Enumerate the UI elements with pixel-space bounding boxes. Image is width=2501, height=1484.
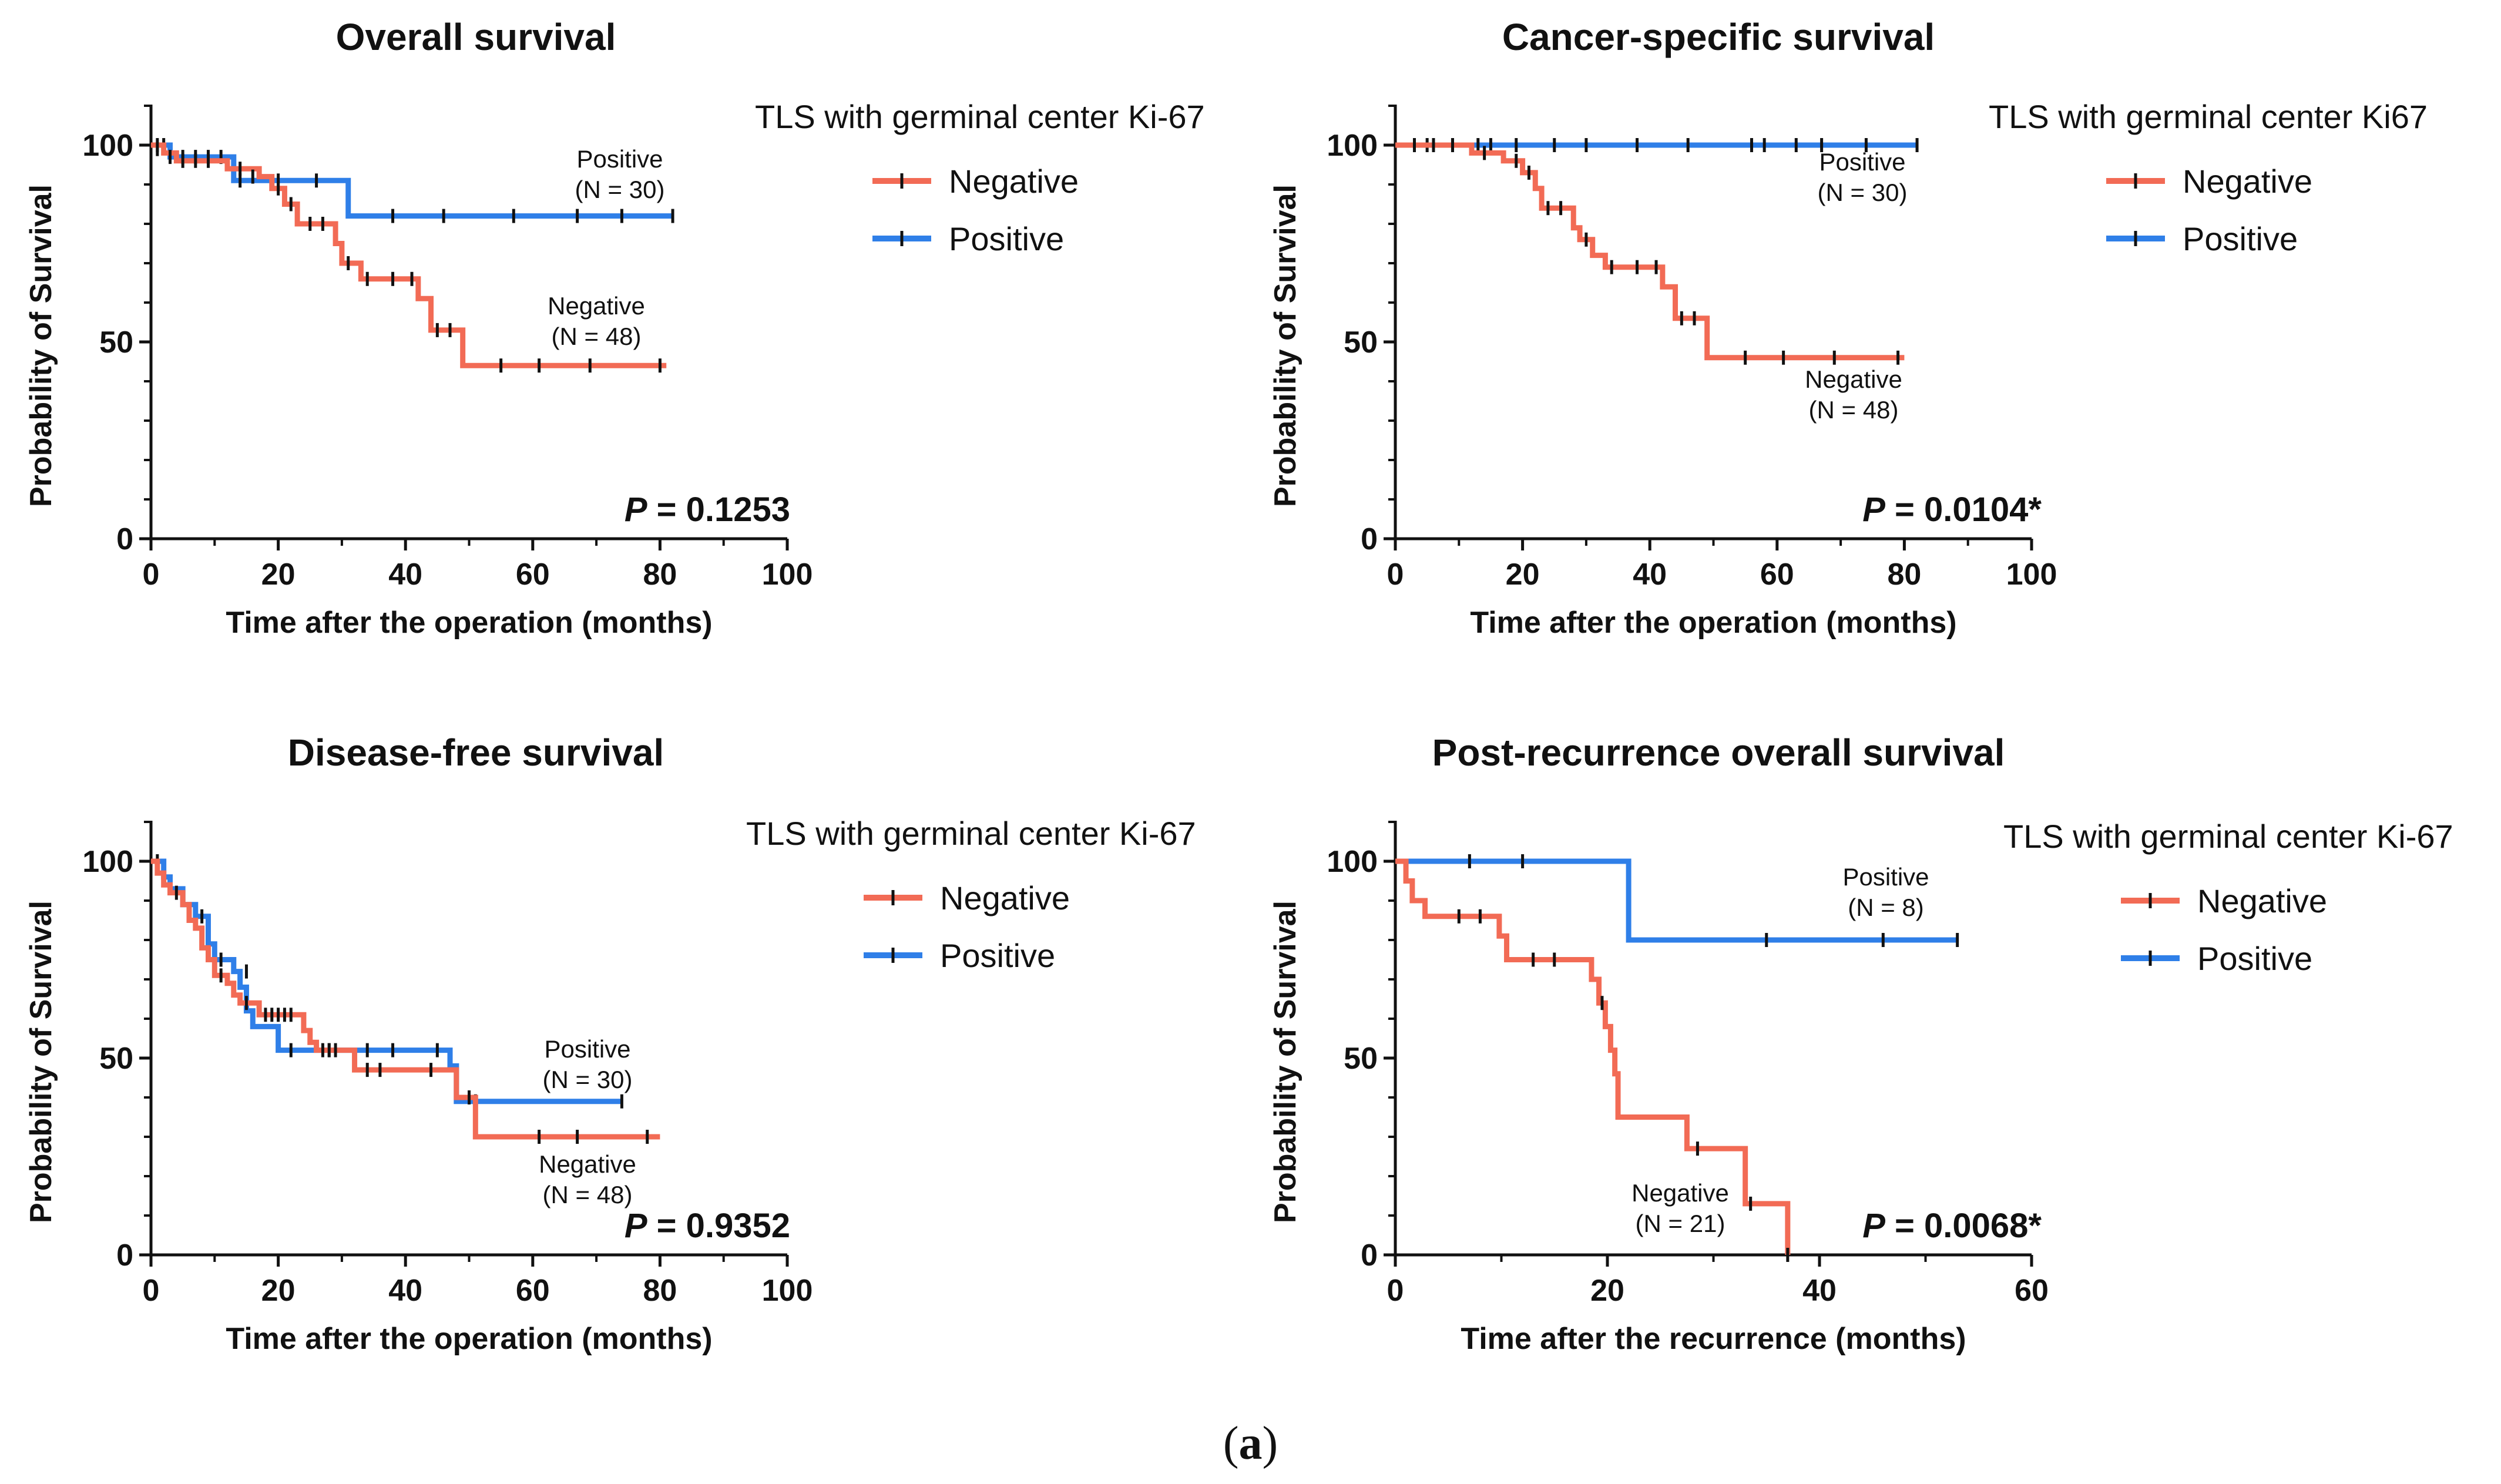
legend-label-positive: Positive — [2197, 940, 2312, 977]
x-tick-label: 100 — [762, 558, 813, 592]
series-line-negative — [1395, 858, 1791, 1255]
y-axis-label: Probability of Survival — [1268, 901, 1302, 1223]
p-value-number: = 0.1253 — [647, 491, 791, 529]
x-tick-label: 100 — [2006, 558, 2057, 592]
series-annotation-n-positive: (N = 30) — [1818, 179, 1908, 206]
legend-title: TLS with germinal center Ki-67 — [755, 98, 1205, 135]
x-tick-label: 80 — [643, 558, 677, 592]
x-tick-label: 60 — [516, 1274, 550, 1308]
series-line-negative — [151, 142, 667, 368]
legend-label-positive: Positive — [2183, 220, 2298, 257]
y-tick-label: 0 — [116, 1238, 133, 1273]
y-tick-label: 0 — [1361, 1238, 1378, 1273]
series-annotation-positive: Positive — [544, 1035, 630, 1063]
series-annotation-n-positive: (N = 8) — [1848, 894, 1924, 921]
x-tick-label: 0 — [143, 558, 160, 592]
x-tick-label: 40 — [388, 558, 422, 592]
p-value-number: = 0.0104* — [1885, 491, 2042, 529]
p-value-symbol: P — [625, 491, 647, 529]
y-tick-label: 100 — [1327, 845, 1378, 879]
x-axis-label: Time after the operation (months) — [1470, 606, 1956, 640]
p-value-symbol: P — [1862, 1207, 1885, 1245]
series-annotation-n-positive: (N = 30) — [575, 176, 665, 203]
p-value-number: = 0.9352 — [647, 1207, 791, 1245]
series-annotation-n-negative: (N = 48) — [552, 323, 642, 350]
series-line-negative — [151, 858, 660, 1140]
x-tick-label: 0 — [1387, 1274, 1404, 1308]
series-annotation-negative: Negative — [1805, 365, 1902, 393]
y-axis-label: Probability of Survival — [1268, 184, 1302, 507]
legend-title: TLS with germinal center Ki67 — [1989, 98, 2428, 135]
x-axis-label: Time after the recurrence (months) — [1461, 1322, 1966, 1356]
x-tick-label: 40 — [1802, 1274, 1837, 1308]
series-annotation-n-negative: (N = 48) — [543, 1181, 633, 1208]
chart-panel-1: Overall survival 0 20 40 60 80 100 0 50 100 Time a… — [24, 16, 1205, 640]
x-axis-label: Time after the operation (months) — [226, 606, 712, 640]
x-tick-label: 20 — [261, 1274, 296, 1308]
x-tick-label: 60 — [1760, 558, 1794, 592]
p-value-symbol: P — [1862, 491, 1885, 529]
x-tick-label: 40 — [388, 1274, 422, 1308]
legend-label-negative: Negative — [2197, 882, 2327, 919]
x-tick-label: 100 — [762, 1274, 813, 1308]
series-line-positive — [1395, 858, 1958, 943]
series-annotation-negative: Negative — [548, 292, 645, 320]
y-tick-label: 50 — [99, 325, 133, 360]
y-tick-label: 100 — [82, 129, 133, 163]
legend-label-negative: Negative — [940, 879, 1070, 916]
x-tick-label: 80 — [643, 1274, 677, 1308]
legend-label-negative: Negative — [2183, 163, 2312, 200]
series-annotation-positive: Positive — [576, 145, 663, 173]
y-tick-label: 100 — [1327, 129, 1378, 163]
p-value: P = 0.0068* — [1862, 1207, 2042, 1245]
legend-title: TLS with germinal center Ki-67 — [746, 815, 1196, 852]
x-tick-label: 80 — [1887, 558, 1921, 592]
chart-panel-2: Cancer-specific survival 0 20 40 60 80 100 0 50 1… — [1268, 16, 2428, 640]
x-axis-label: Time after the operation (months) — [226, 1322, 712, 1356]
series-annotation-positive: Positive — [1842, 863, 1929, 891]
series-annotation-n-positive: (N = 30) — [543, 1066, 633, 1093]
p-value-number: = 0.0068* — [1885, 1207, 2042, 1245]
x-tick-label: 0 — [1387, 558, 1404, 592]
legend-label-negative: Negative — [949, 163, 1079, 200]
y-axis-label: Probability of Survival — [24, 184, 58, 507]
figure-caption: (a) — [1223, 1418, 1278, 1469]
x-tick-label: 20 — [1590, 1274, 1624, 1308]
chart-title: Cancer-specific survival — [1502, 16, 1935, 58]
x-tick-label: 40 — [1633, 558, 1667, 592]
y-axis-label: Probability of Survival — [24, 901, 58, 1223]
p-value-symbol: P — [625, 1207, 647, 1245]
chart-panel-3: Disease-free survival 0 20 40 60 80 100 0 50 100 T… — [24, 731, 1196, 1356]
x-tick-label: 0 — [143, 1274, 160, 1308]
p-value: P = 0.1253 — [625, 491, 790, 529]
chart-title: Disease-free survival — [288, 731, 664, 774]
x-tick-label: 60 — [516, 558, 550, 592]
series-annotation-n-negative: (N = 48) — [1809, 396, 1899, 424]
x-tick-label: 20 — [1506, 558, 1540, 592]
chart-title: Overall survival — [336, 16, 616, 58]
series-annotation-negative: Negative — [539, 1150, 636, 1178]
x-tick-label: 20 — [261, 558, 296, 592]
series-line-negative — [1395, 142, 1905, 361]
series-annotation-n-negative: (N = 21) — [1636, 1210, 1725, 1237]
x-tick-label: 60 — [2015, 1274, 2049, 1308]
series-annotation-negative: Negative — [1631, 1179, 1729, 1207]
legend-label-positive: Positive — [949, 220, 1064, 257]
p-value: P = 0.9352 — [625, 1207, 790, 1245]
series-annotation-positive: Positive — [1819, 148, 1905, 176]
y-tick-label: 0 — [1361, 522, 1378, 556]
legend-label-positive: Positive — [940, 937, 1055, 974]
y-tick-label: 50 — [1344, 1042, 1378, 1076]
chart-title: Post-recurrence overall survival — [1432, 731, 2005, 774]
y-tick-label: 0 — [116, 522, 133, 556]
y-tick-label: 50 — [1344, 325, 1378, 360]
y-tick-label: 50 — [99, 1042, 133, 1076]
y-tick-label: 100 — [82, 845, 133, 879]
figure-label-letter: a — [1238, 1418, 1263, 1469]
p-value: P = 0.0104* — [1862, 491, 2042, 529]
legend-title: TLS with germinal center Ki-67 — [2003, 818, 2453, 855]
chart-panel-4: Post-recurrence overall survival 0 20 40 60 0… — [1268, 731, 2453, 1356]
